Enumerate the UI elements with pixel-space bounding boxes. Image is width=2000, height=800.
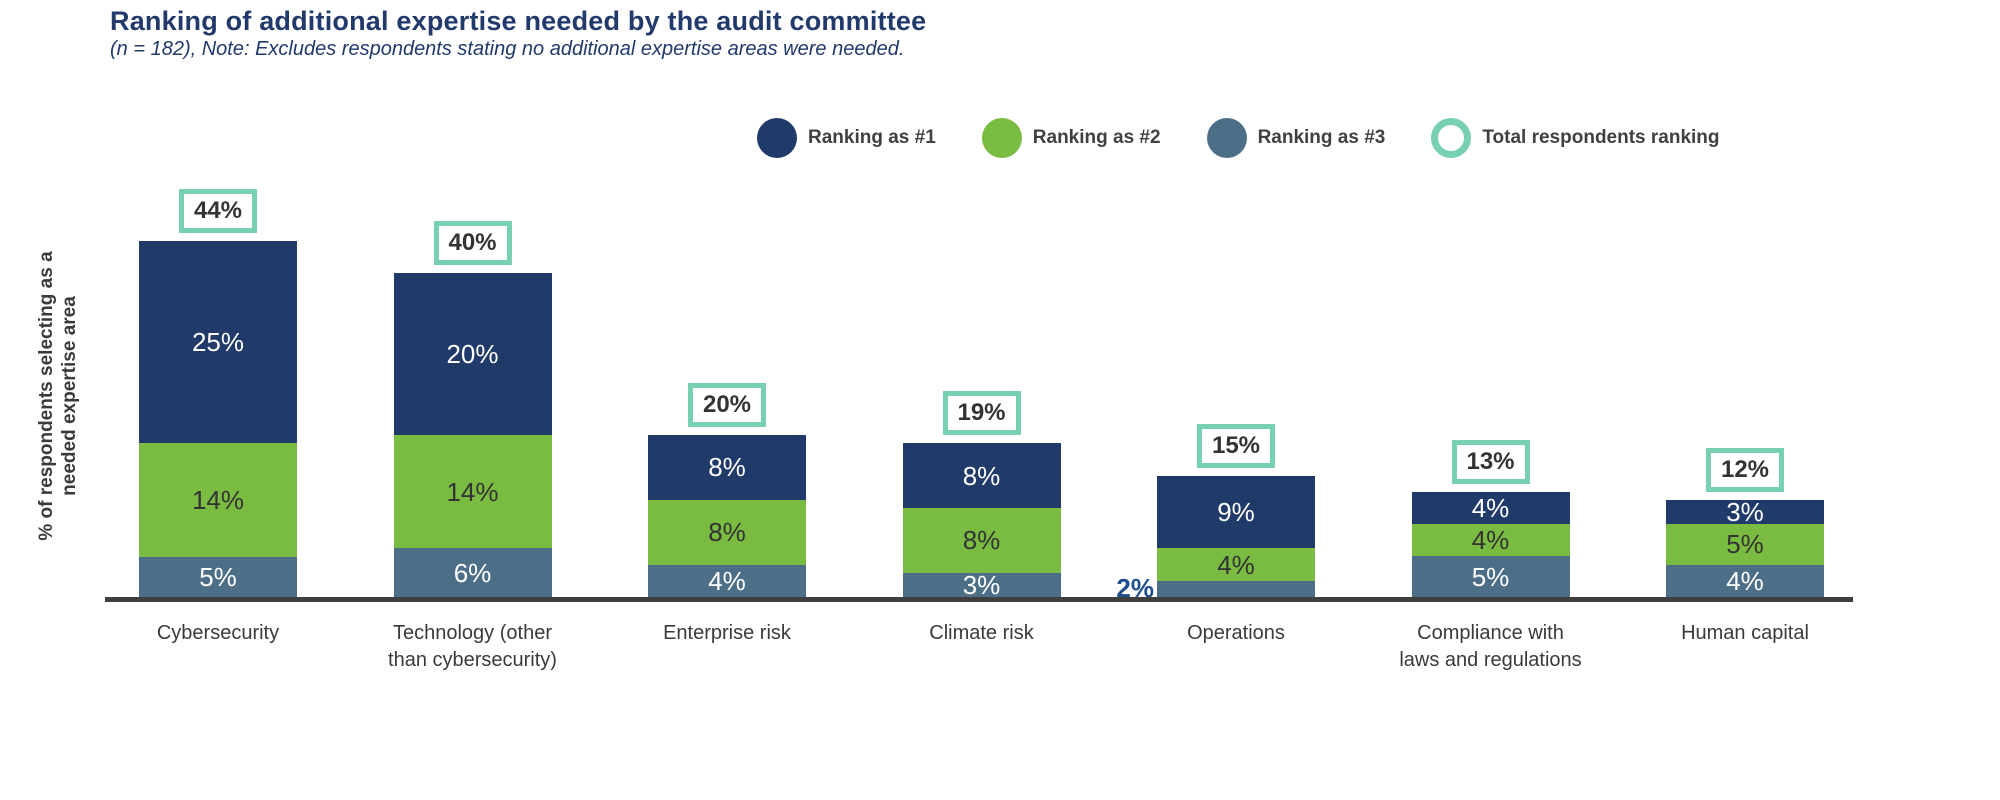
legend-label-total: Total respondents ranking	[1482, 127, 1720, 148]
chart-subtitle: (n = 182), Note: Excludes respondents st…	[110, 38, 905, 60]
category-label: Human capital	[1681, 622, 1809, 644]
category-label: Cybersecurity	[156, 622, 280, 644]
segment-value-label: 20%	[446, 339, 499, 369]
segment-value-label: 9%	[1217, 496, 1255, 527]
bar-group: 3% 5% 4%	[1666, 496, 1824, 597]
bar-segment-rank2: 4%	[1411, 524, 1570, 557]
total-respondents-badge: 20%	[687, 383, 767, 427]
bar-segment-rank1: 4%	[1411, 491, 1570, 525]
legend-label-rank2: Ranking as #2	[1032, 127, 1161, 148]
segment-value-label: 3%	[962, 569, 1001, 600]
legend-item-rank2: Ranking as #2	[981, 118, 1161, 158]
segment-value-label: 4%	[708, 565, 746, 596]
bar-group: 9% 4% 2%	[1116, 475, 1315, 603]
bar-group: 20% 14% 6%	[393, 273, 552, 597]
segment-value-label: 4%	[1217, 549, 1255, 580]
chart-title: Ranking of additional expertise needed b…	[110, 6, 927, 36]
legend-item-total: Total respondents ranking	[1431, 118, 1720, 158]
bar-segment-rank2: 8%	[902, 507, 1061, 573]
bar-segment-rank1: 8%	[902, 443, 1061, 508]
bar-segment-rank3: 4%	[648, 564, 806, 597]
bar-segment-rank2: 8%	[648, 499, 806, 565]
bar-segment-rank3: 4%	[1666, 564, 1824, 597]
total-respondents-badge: 13%	[1451, 439, 1530, 484]
bar-segment-rank3: 5%	[139, 556, 297, 597]
legend: Ranking as #1 Ranking as #2 Ranking as #…	[757, 117, 1720, 159]
segment-value-label: 8%	[708, 452, 746, 483]
category-label: Technology (other than cybersecurity)	[388, 622, 557, 671]
bar-segment-rank1: 3%	[1666, 496, 1824, 527]
segment-value-label: 14%	[191, 484, 245, 515]
category-label: Climate risk	[929, 622, 1034, 644]
rank3-circle-icon	[1206, 118, 1247, 158]
legend-label-rank1: Ranking as #1	[808, 127, 936, 148]
total-respondents-badge: 12%	[1705, 447, 1785, 492]
segment-value-label: 14%	[446, 476, 499, 507]
segment-value-label: 3%	[1726, 496, 1764, 527]
segment-value-label: 6%	[453, 557, 492, 588]
total-ring-icon	[1431, 118, 1472, 158]
total-respondents-badge: 15%	[1196, 423, 1276, 468]
bar-group: 8% 8% 4%	[648, 435, 806, 597]
segment-value-label: 8%	[708, 517, 746, 548]
total-respondents-badge: 40%	[433, 221, 512, 265]
category-label: Operations	[1187, 622, 1285, 644]
legend-item-rank1: Ranking as #1	[757, 118, 936, 158]
segment-value-label: 5%	[1471, 561, 1510, 592]
segment-value-label: 8%	[962, 460, 1001, 491]
bar-group: 25% 14% 5%	[139, 240, 297, 597]
segment-value-label: 4%	[1471, 492, 1510, 523]
bar-segment-rank3: 3%	[902, 569, 1061, 600]
legend-item-rank3: Ranking as #3	[1206, 118, 1386, 158]
bar-segment-rank3	[1157, 580, 1315, 597]
segment-value-label: 4%	[1471, 525, 1510, 556]
bar-segment-rank2: 5%	[1666, 524, 1824, 565]
segment-value-label: 5%	[1726, 529, 1764, 560]
category-label: Enterprise risk	[663, 622, 791, 644]
bar-segment-rank3: 5%	[1411, 556, 1570, 597]
rank1-circle-icon	[757, 118, 797, 158]
bar-segment-rank1: 8%	[648, 435, 806, 500]
bar-segment-rank2: 14%	[139, 443, 297, 557]
segment-value-label: 25%	[191, 326, 245, 357]
y-axis-label: % of respondents selecting as a needed e…	[36, 251, 80, 541]
segment-value-label: 8%	[962, 525, 1001, 556]
segment-value-label: 4%	[1726, 565, 1764, 596]
bar-segment-rank3: 6%	[393, 548, 552, 597]
bar-segment-rank1: 20%	[393, 273, 552, 435]
total-respondents-badge: 19%	[942, 391, 1021, 436]
category-label: Compliance with laws and regulations	[1399, 622, 1582, 671]
x-axis-line	[105, 597, 1853, 602]
segment-value-label: 5%	[199, 561, 237, 592]
bar-segment-rank2: 14%	[393, 435, 552, 549]
legend-label-rank3: Ranking as #3	[1257, 127, 1386, 148]
bar-segment-rank2: 4%	[1157, 548, 1315, 581]
bar-segment-rank1: 25%	[139, 240, 297, 444]
bar-group: 4% 4% 5%	[1411, 491, 1570, 597]
bar-segment-rank1: 9%	[1157, 475, 1315, 549]
total-respondents-badge: 44%	[178, 188, 258, 233]
rank2-circle-icon	[981, 118, 1022, 158]
bar-group: 8% 8% 3%	[902, 443, 1061, 600]
